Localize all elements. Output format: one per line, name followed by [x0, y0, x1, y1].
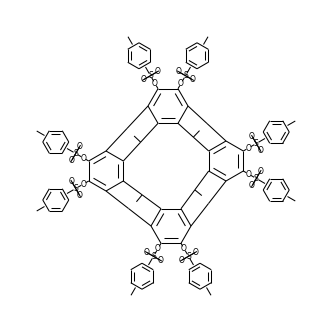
Text: O: O — [77, 142, 83, 151]
Text: S: S — [148, 71, 153, 80]
Text: O: O — [143, 248, 149, 257]
Text: O: O — [249, 132, 255, 141]
Text: S: S — [73, 184, 78, 193]
Text: O: O — [249, 181, 255, 190]
Text: S: S — [186, 252, 191, 261]
Text: O: O — [158, 256, 164, 265]
Text: O: O — [81, 153, 86, 162]
Text: O: O — [181, 244, 187, 253]
Text: O: O — [152, 79, 158, 88]
Text: O: O — [246, 170, 251, 179]
Text: S: S — [254, 174, 259, 183]
Text: O: O — [175, 67, 181, 76]
Text: O: O — [68, 177, 74, 186]
Text: O: O — [246, 143, 251, 152]
Text: O: O — [77, 191, 83, 200]
Text: O: O — [190, 75, 196, 84]
Text: O: O — [81, 180, 86, 189]
Text: S: S — [151, 252, 156, 261]
Text: O: O — [140, 75, 146, 84]
Text: O: O — [258, 146, 264, 155]
Text: S: S — [73, 149, 78, 158]
Text: S: S — [254, 139, 259, 148]
Text: S: S — [183, 71, 188, 80]
Text: O: O — [193, 248, 199, 257]
Text: O: O — [178, 79, 184, 88]
Text: O: O — [258, 167, 264, 176]
Text: O: O — [178, 256, 184, 265]
Text: O: O — [155, 67, 161, 76]
Text: O: O — [155, 244, 161, 253]
Text: O: O — [68, 156, 74, 165]
